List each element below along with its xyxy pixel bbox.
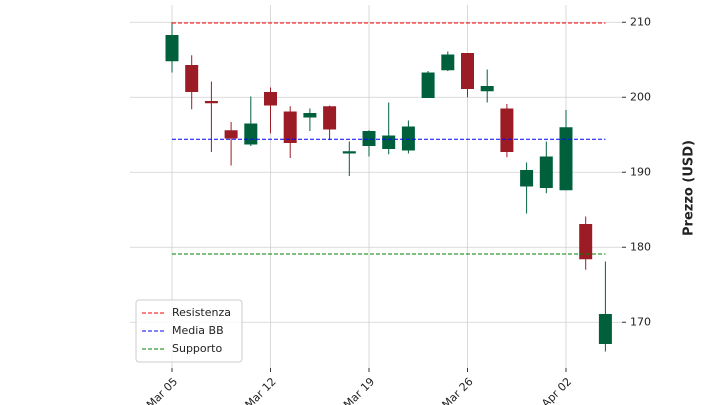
candle-body [480,86,494,92]
x-tick-label: Apr 02 [539,375,574,405]
y-tick-label: 210 [630,15,651,28]
candle-body [342,151,356,154]
candle-body [598,314,612,344]
candle-body [382,135,396,149]
candle-body [323,106,337,130]
candle-body [559,127,573,191]
legend: Resistenza Media BB Supporto [135,299,243,363]
candle-body [421,72,435,98]
candle-body [244,123,258,145]
legend-box [135,299,243,363]
legend-label: Resistenza [172,306,231,319]
candle-body [185,65,199,92]
y-tick-label: 170 [630,315,651,328]
x-tick-label: Mar 19 [341,375,377,405]
x-tick-label: Mar 26 [440,375,476,405]
candle-body [303,113,317,118]
candle-body [362,131,376,146]
candle-body [224,130,238,139]
x-tick-label: Mar 12 [243,375,279,405]
candle-body [441,54,455,71]
y-axis-label: Prezzo (USD) [682,140,697,236]
candle-body [401,126,415,151]
candle-body [264,92,277,106]
y-tick-label: 200 [630,90,651,103]
candle-body [579,224,593,260]
candle-body [204,101,218,104]
x-tick-label: Mar 05 [144,375,180,405]
legend-label: Supporto [172,342,222,355]
candle-body [520,170,534,187]
legend-label: Media BB [172,324,224,337]
candle-body [500,108,514,152]
y-tick-label: 190 [630,165,651,178]
candle-body [539,156,553,188]
candle-body [283,111,297,143]
y-tick-label: 180 [630,240,651,253]
candle-body [461,53,474,89]
candle-body [165,35,179,62]
